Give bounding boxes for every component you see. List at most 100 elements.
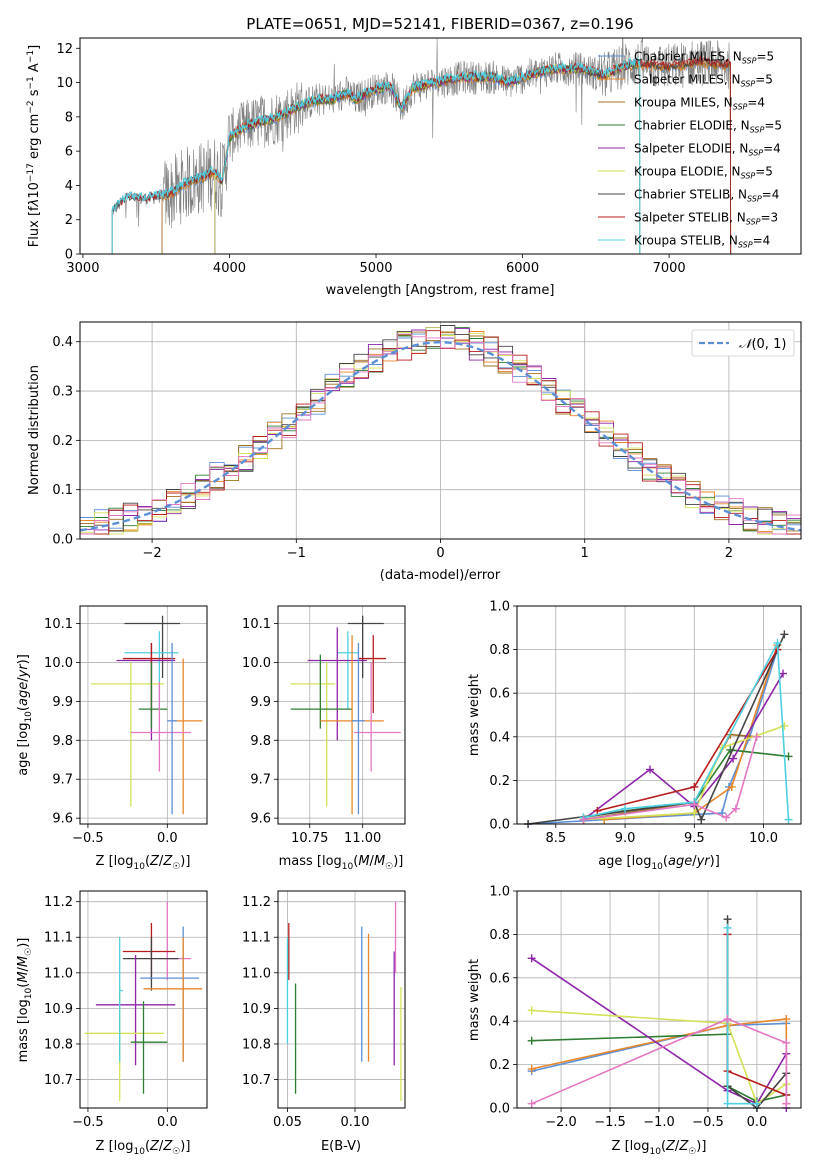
residual-panel: −2 −1 0 1 2 0.0 0.1 0.2 0.3 0.4 𝒩(0, 1) (data-mod… (27, 321, 802, 583)
y-tick-label: 9.6 (52, 812, 73, 827)
y-tick-label: 0.4 (489, 1015, 510, 1030)
x-tick-label: 0.0 (157, 831, 178, 846)
y-tick-label: 9.6 (250, 812, 271, 827)
x-tick-label: 9.0 (615, 831, 636, 846)
x-tick-label: −1.0 (643, 1115, 675, 1130)
y-tick-label: 1.0 (489, 600, 510, 615)
y-tick-label: 9.9 (52, 695, 73, 710)
y-tick-label: 0.3 (52, 385, 73, 400)
weight-vs-age-panel: 8.5 9.0 9.5 10.0 0.0 0.2 0.4 0.6 0.8 1.0 age [log… (467, 600, 802, 872)
x-tick-label: −0.5 (72, 1115, 104, 1130)
weight-vs-age-ticks: 8.5 9.0 9.5 10.0 0.0 0.2 0.4 0.6 0.8 1.0 (489, 600, 778, 847)
y-tick-label: 0.2 (489, 774, 510, 789)
legend-label: Salpeter STELIB, NSSP=3 (634, 211, 778, 227)
age-vs-mass-ticks: 10.75 11.00 9.6 9.7 9.8 9.9 10.0 10.1 (242, 617, 381, 846)
y-tick-label: 10.8 (44, 1037, 73, 1052)
mass-vs-ebv-xlabel: E(B-V) (321, 1139, 361, 1154)
x-tick-label: 4000 (213, 261, 246, 276)
y-tick-label: 0.6 (489, 687, 510, 702)
legend-label: Chabrier STELIB, NSSP=4 (634, 188, 779, 204)
x-tick-label: 11.00 (344, 831, 381, 846)
age-vs-z-grid (80, 606, 207, 824)
x-tick-label: 10.75 (291, 831, 328, 846)
y-tick-label: 11.0 (44, 966, 73, 981)
mass-vs-ebv-grid (278, 891, 405, 1108)
y-tick-label: 9.7 (250, 773, 271, 788)
figure-title: PLATE=0651, MJD=52141, FIBERID=0367, z=0… (246, 15, 633, 33)
x-tick-label: 0.10 (341, 1115, 370, 1130)
y-tick-label: 8 (65, 110, 73, 125)
weight-vs-z-panel: −2.0 −1.5 −1.0 −0.5 0.0 0.0 0.2 0.4 0.6 0.8 1.0 Z … (467, 885, 802, 1157)
age-vs-z-points (91, 615, 203, 815)
residual-ticks: −2 −1 0 1 2 0.0 0.1 0.2 0.3 0.4 (52, 335, 733, 561)
age-vs-z-panel: −0.5 0.0 9.6 9.7 9.8 9.9 10.0 10.1 Z [log10(Z/Z… (16, 605, 208, 872)
x-tick-label: −0.5 (692, 1115, 724, 1130)
y-tick-label: 10.0 (44, 656, 73, 671)
y-tick-label: 1.0 (489, 885, 510, 900)
spectrum-ticks: 3000 4000 5000 6000 7000 0 2 4 6 8 10 12 (56, 42, 685, 276)
weight-series-line (531, 1018, 788, 1105)
y-tick-label: 4 (65, 179, 73, 194)
weight-vs-z-lines (527, 915, 791, 1112)
y-tick-label: 0.2 (489, 1058, 510, 1073)
mass-vs-z-ylabel: mass [log10(M/M☉)] (16, 938, 34, 1063)
weight-vs-age-lines (524, 630, 793, 828)
x-tick-label: 0.05 (273, 1115, 302, 1130)
age-vs-mass-points (290, 615, 401, 815)
age-vs-z-frame (79, 605, 208, 825)
age-vs-z-ticks: −0.5 0.0 9.6 9.7 9.8 9.9 10.0 10.1 (44, 617, 178, 846)
y-tick-label: 0.6 (489, 971, 510, 986)
y-tick-label: 0.0 (489, 1102, 510, 1117)
mass-vs-z-points (84, 901, 203, 1101)
weight-series-line (583, 640, 790, 820)
age-vs-mass-grid (278, 606, 405, 824)
legend-label: Salpeter ELODIE, NSSP=4 (634, 142, 781, 158)
x-tick-label: 5000 (359, 261, 392, 276)
y-tick-label: 10.8 (242, 1037, 271, 1052)
x-tick-label: 0.0 (747, 1115, 768, 1130)
x-tick-label: 0.0 (157, 1115, 178, 1130)
legend-label: Kroupa STELIB, NSSP=4 (634, 234, 770, 250)
y-tick-label: 9.9 (250, 695, 271, 710)
x-tick-label: 2 (725, 546, 733, 561)
legend-label: Chabrier MILES, NSSP=5 (634, 50, 774, 66)
weight-vs-age-frame (516, 605, 802, 825)
weight-vs-z-grid (517, 890, 801, 1109)
spectrum-ylabel: Flux [fλ10−17 erg cm−2 s−1 A−1] (26, 45, 42, 247)
x-tick-label: 6000 (506, 261, 539, 276)
mass-vs-z-ticks: −0.5 0.0 10.7 10.8 10.9 11.0 11.1 11.2 (44, 895, 178, 1130)
model-spectrum-1 (161, 60, 732, 254)
x-tick-label: 8.5 (545, 831, 566, 846)
model-spectrum-0 (161, 60, 732, 254)
y-tick-label: 11.1 (242, 931, 271, 946)
mass-vs-ebv-points (286, 901, 402, 1101)
age-vs-mass-frame (277, 605, 406, 825)
y-tick-label: 12 (56, 42, 73, 57)
x-tick-label: −2.0 (545, 1115, 577, 1130)
x-tick-label: 10.0 (749, 831, 778, 846)
gaussian-legend-label: 𝒩(0, 1) (739, 337, 786, 352)
model-spectrum-8 (111, 57, 641, 254)
mass-vs-z-frame (79, 890, 208, 1109)
residual-legend: 𝒩(0, 1) (691, 329, 795, 357)
y-tick-label: 10.1 (242, 617, 271, 632)
legend-label: Chabrier ELODIE, NSSP=5 (634, 119, 782, 135)
legend-label: Kroupa MILES, NSSP=4 (634, 96, 765, 112)
y-tick-label: 0.8 (489, 643, 510, 658)
residual-ylabel: Normed distribution (27, 365, 42, 495)
spectrum-legend: Chabrier MILES, NSSP=5 Salpeter MILES, NS… (598, 50, 782, 250)
x-tick-label: 7000 (653, 261, 686, 276)
weight-series-line (531, 1009, 787, 1105)
weight-vs-z-ticks: −2.0 −1.5 −1.0 −0.5 0.0 0.0 0.2 0.4 0.6 0.8 1.0 (489, 885, 767, 1131)
model-spectrum-2 (161, 58, 732, 254)
residual-histograms (79, 325, 802, 535)
spectrum-panel: Chabrier MILES, NSSP=5 Salpeter MILES, NS… (26, 37, 802, 298)
legend-label: Salpeter MILES, NSSP=5 (634, 73, 773, 89)
y-tick-label: 10.7 (242, 1073, 271, 1088)
y-tick-label: 0.1 (52, 483, 73, 498)
mass-vs-ebv-frame (277, 890, 406, 1109)
age-vs-z-ylabel: age [log10(age/yr)] (16, 654, 34, 776)
y-tick-label: 11.2 (44, 895, 73, 910)
spectrum-plot-area (111, 38, 732, 254)
y-tick-label: 10.9 (242, 1002, 271, 1017)
